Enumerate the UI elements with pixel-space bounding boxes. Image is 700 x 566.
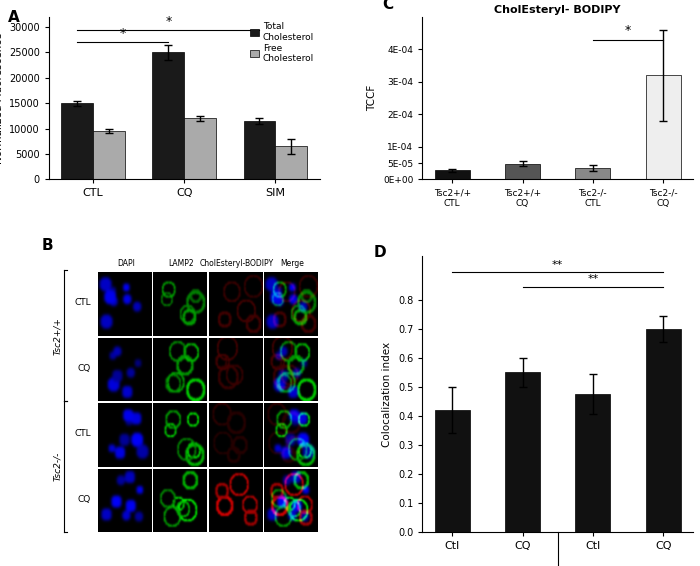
Text: CholEsteryl-BODIPY: CholEsteryl-BODIPY xyxy=(199,259,274,268)
Bar xyxy=(93,131,125,179)
Bar xyxy=(435,410,470,532)
Bar xyxy=(505,372,540,532)
Text: Tsc2-/-: Tsc2-/- xyxy=(53,452,62,481)
Text: **: ** xyxy=(552,260,564,269)
Bar xyxy=(575,394,610,532)
Text: Tsc2+/+: Tsc2+/+ xyxy=(53,317,62,354)
Text: CQ: CQ xyxy=(78,364,91,373)
Text: DAPI: DAPI xyxy=(117,259,134,268)
Text: *: * xyxy=(120,27,126,40)
Y-axis label: Colocalization index: Colocalization index xyxy=(382,341,393,447)
Bar xyxy=(575,168,610,179)
Bar xyxy=(244,121,275,179)
Text: D: D xyxy=(374,245,386,260)
Text: CTL: CTL xyxy=(74,298,91,307)
Bar xyxy=(435,170,470,179)
Bar xyxy=(153,53,184,179)
Text: C: C xyxy=(382,0,393,12)
Text: CTL: CTL xyxy=(74,430,91,438)
Text: **: ** xyxy=(587,274,598,284)
Bar xyxy=(505,164,540,179)
Bar xyxy=(275,147,307,179)
Title: CholEsteryl- BODIPY: CholEsteryl- BODIPY xyxy=(494,5,621,15)
Text: LAMP2: LAMP2 xyxy=(168,259,194,268)
Text: CQ: CQ xyxy=(78,495,91,504)
Bar xyxy=(645,75,680,179)
Text: A: A xyxy=(8,11,20,25)
Text: *: * xyxy=(165,15,172,28)
Y-axis label: Normalized Fluorescence: Normalized Fluorescence xyxy=(0,32,4,164)
Y-axis label: TCCF: TCCF xyxy=(368,85,377,112)
Legend: Total
Cholesterol, Free
Cholesterol: Total Cholesterol, Free Cholesterol xyxy=(249,22,315,64)
Bar xyxy=(645,329,680,532)
Text: *: * xyxy=(625,24,631,37)
Bar xyxy=(62,103,93,179)
Text: Merge: Merge xyxy=(280,259,304,268)
Bar xyxy=(184,118,216,179)
Text: B: B xyxy=(42,238,54,253)
